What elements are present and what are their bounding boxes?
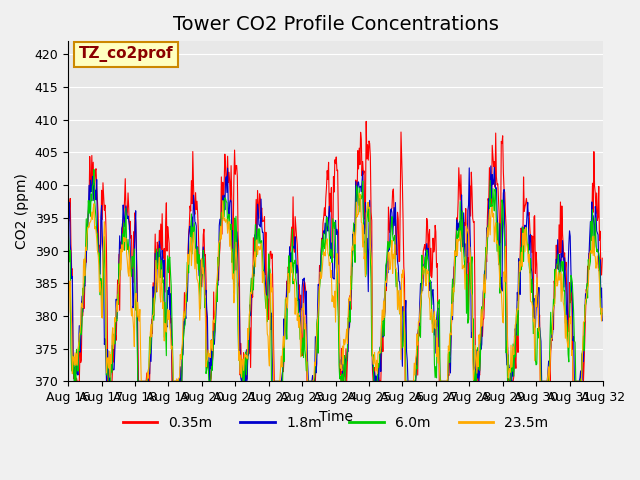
0.35m [71,379,79,384]
Line: 6.0m: 6.0m [68,169,602,382]
6.0m [70,379,78,384]
6.0m [90,167,98,172]
0.35m [252,196,260,202]
0.35m [392,212,399,218]
6.0m [273,379,281,384]
1.8m [273,379,280,384]
6.0m [598,311,606,317]
1.8m [64,204,72,210]
6.0m [129,253,136,259]
Line: 0.35m: 0.35m [68,121,602,382]
0.35m [273,379,280,384]
Y-axis label: CO2 (ppm): CO2 (ppm) [15,173,29,249]
Line: 23.5m: 23.5m [68,193,602,382]
23.5m [355,190,363,196]
23.5m [127,304,134,310]
Legend: 0.35m, 1.8m, 6.0m, 23.5m: 0.35m, 1.8m, 6.0m, 23.5m [117,410,554,436]
23.5m [64,315,72,321]
1.8m [127,268,135,274]
23.5m [392,265,399,271]
6.0m [253,241,260,247]
6.0m [64,226,72,231]
0.35m [64,215,72,221]
0.35m [362,119,370,124]
6.0m [422,254,429,260]
6.0m [392,265,399,271]
0.35m [598,255,606,261]
1.8m [252,251,260,257]
23.5m [226,243,234,249]
1.8m [487,163,495,169]
Text: TZ_co2prof: TZ_co2prof [79,46,173,62]
1.8m [391,223,399,228]
23.5m [598,306,606,312]
0.35m [422,248,429,253]
6.0m [227,242,234,248]
1.8m [598,318,606,324]
23.5m [273,379,280,384]
X-axis label: Time: Time [319,410,353,424]
0.35m [127,233,135,239]
1.8m [70,379,78,384]
Line: 1.8m: 1.8m [68,166,602,382]
0.35m [226,179,234,185]
Title: Tower CO2 Profile Concentrations: Tower CO2 Profile Concentrations [173,15,499,34]
1.8m [421,261,429,266]
23.5m [252,238,260,244]
23.5m [138,379,145,384]
23.5m [422,278,429,284]
1.8m [226,200,234,205]
